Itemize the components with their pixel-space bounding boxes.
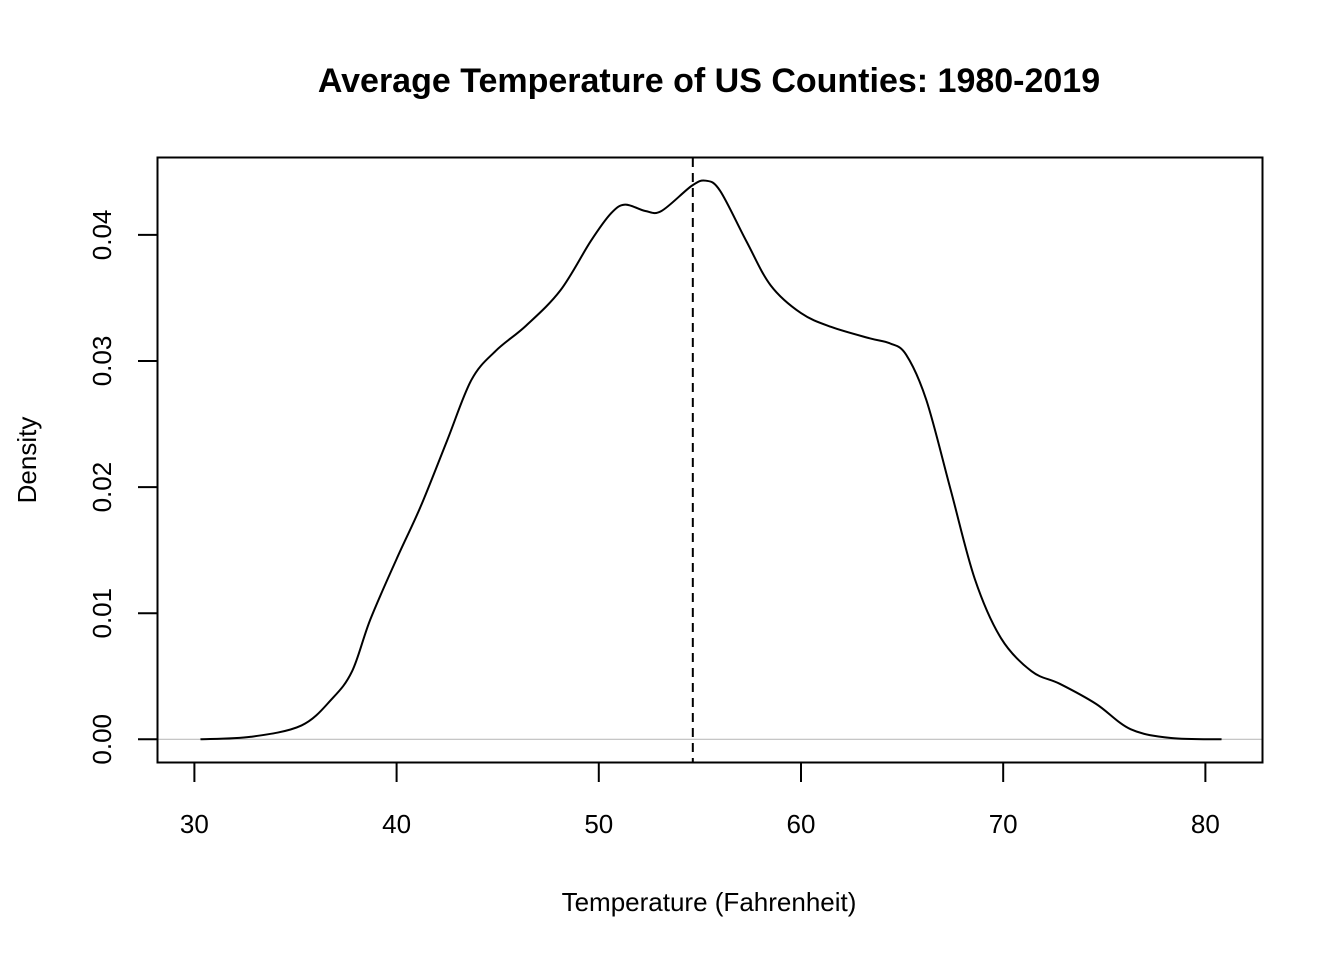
y-tick-label: 0.00 xyxy=(87,714,117,765)
x-tick-label: 50 xyxy=(584,809,613,839)
y-axis-label: Density xyxy=(12,417,42,504)
x-tick-label: 80 xyxy=(1191,809,1220,839)
x-axis: 30 40 50 60 70 80 xyxy=(180,762,1220,839)
chart-title: Average Temperature of US Counties: 1980… xyxy=(318,62,1100,100)
density-curve xyxy=(200,179,1222,741)
plot-frame xyxy=(156,156,1264,764)
x-tick-label: 60 xyxy=(787,809,816,839)
x-tick-label: 40 xyxy=(382,809,411,839)
y-tick-label: 0.02 xyxy=(87,462,117,513)
x-axis-label: Temperature (Fahrenheit) xyxy=(562,887,857,917)
x-tick-label: 30 xyxy=(180,809,209,839)
y-tick-label: 0.03 xyxy=(87,336,117,387)
y-tick-label: 0.04 xyxy=(87,210,117,261)
y-tick-label: 0.01 xyxy=(87,588,117,639)
x-tick-label: 70 xyxy=(989,809,1018,839)
y-axis: 0.00 0.01 0.02 0.03 0.04 xyxy=(87,210,158,765)
